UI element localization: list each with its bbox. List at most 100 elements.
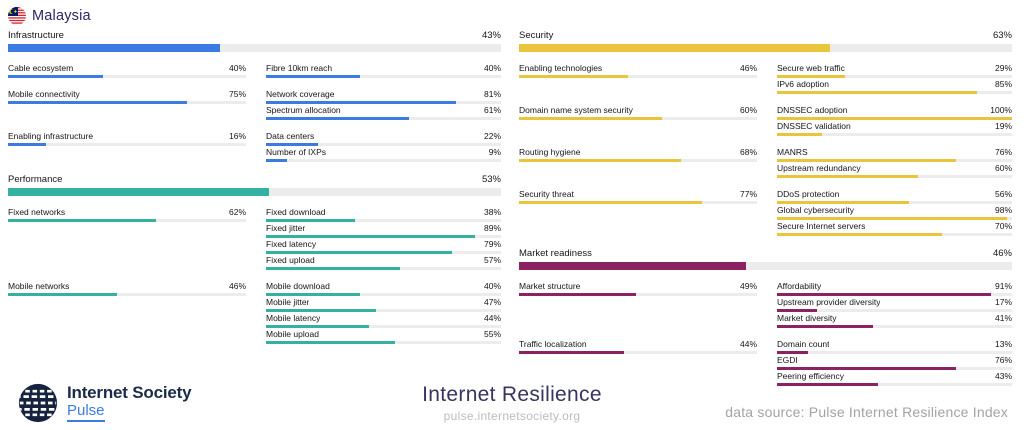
sub-metric: Network coverage 81% xyxy=(266,90,501,104)
section-security: Security 63% Enabling technologies 46% Secur… xyxy=(519,30,1012,238)
metric-label: Fixed latency xyxy=(266,240,317,249)
pillar-cell: Cable ecosystem 40% xyxy=(8,64,246,80)
pillar-metric: Market structure 49% xyxy=(519,282,757,296)
pillar-cell: Routing hygiene 68% xyxy=(519,148,757,180)
metric-value: 47% xyxy=(483,297,501,307)
metric-bar-track xyxy=(266,251,501,254)
metric-label: Global cybersecurity xyxy=(777,206,855,215)
pillar-group: Traffic localization 44% Domain count 13% EG… xyxy=(519,340,1012,388)
metric-bar-track xyxy=(777,293,1012,296)
metric-bar-fill xyxy=(266,159,288,162)
sub-metric: DNSSEC adoption 100% xyxy=(777,106,1012,120)
metric-bar-track xyxy=(266,325,501,328)
metric-bar-fill xyxy=(777,91,977,94)
metric-bar-fill xyxy=(777,233,942,236)
section-value: 46% xyxy=(992,248,1012,259)
sub-metric: Spectrum allocation 61% xyxy=(266,106,501,120)
sub-metrics-cell: Mobile download 40% Mobile jitter 47% Mobile… xyxy=(266,282,501,346)
metric-bar-fill xyxy=(266,75,360,78)
metric-value: 56% xyxy=(994,189,1012,199)
internet-society-logo[interactable]: Internet Society Pulse xyxy=(18,383,192,423)
section-infrastructure: Infrastructure 43% Cable ecosystem 40% Fibre… xyxy=(8,30,501,164)
section-header: Infrastructure 43% xyxy=(8,30,501,42)
metric-label: Market diversity xyxy=(777,314,837,323)
metric-bar-fill xyxy=(777,117,1012,120)
pillar-cell: Domain name system security 60% xyxy=(519,106,757,138)
sub-metric: Mobile upload 55% xyxy=(266,330,501,344)
dashboard-grid: Infrastructure 43% Cable ecosystem 40% Fibre… xyxy=(8,30,1012,398)
metric-value: 40% xyxy=(483,281,501,291)
metric-label: MANRS xyxy=(777,148,808,157)
logo-product-pulse[interactable]: Pulse xyxy=(67,403,105,422)
metric-value: 16% xyxy=(228,131,246,141)
metric-value: 46% xyxy=(739,63,757,73)
metric-bar-track xyxy=(266,159,501,162)
sub-metrics-cell: DNSSEC adoption 100% DNSSEC validation 19% xyxy=(777,106,1012,138)
metric-value: 44% xyxy=(739,339,757,349)
metric-bar-track xyxy=(8,75,246,78)
sub-metric: Mobile latency 44% xyxy=(266,314,501,328)
section-header: Performance 53% xyxy=(8,174,501,186)
metric-label: Cable ecosystem xyxy=(8,64,74,73)
metric-bar-track xyxy=(519,293,757,296)
metric-bar-track xyxy=(8,219,246,222)
pillar-metric: Security threat 77% xyxy=(519,190,757,204)
metric-bar-fill xyxy=(266,309,377,312)
metric-value: 81% xyxy=(483,89,501,99)
metric-bar-track xyxy=(777,351,1012,354)
metric-value: 44% xyxy=(483,313,501,323)
metric-bar-fill xyxy=(519,351,624,354)
metric-bar-track xyxy=(266,267,501,270)
metric-value: 41% xyxy=(994,313,1012,323)
metric-value: 38% xyxy=(483,207,501,217)
metric-bar-fill xyxy=(777,159,956,162)
metric-value: 60% xyxy=(994,163,1012,173)
sub-metrics-cell: Domain count 13% EGDI 76% Peering efficiency… xyxy=(777,340,1012,388)
metric-bar-track xyxy=(519,159,757,162)
section-header: Security 63% xyxy=(519,30,1012,42)
metric-label: Network coverage xyxy=(266,90,335,99)
sub-metric: Upstream redundancy 60% xyxy=(777,164,1012,178)
metric-bar-fill xyxy=(266,219,356,222)
sub-metric: Upstream provider diversity 17% xyxy=(777,298,1012,312)
metric-bar-fill xyxy=(519,159,681,162)
metric-bar-fill xyxy=(519,293,636,296)
figure-url[interactable]: pulse.internetsociety.org xyxy=(443,409,581,423)
metric-value: 43% xyxy=(994,371,1012,381)
metric-bar-track xyxy=(519,351,757,354)
metric-value: 76% xyxy=(994,147,1012,157)
metric-label: Fixed jitter xyxy=(266,224,306,233)
sub-metric: Fibre 10km reach 40% xyxy=(266,64,501,78)
section-bar-fill xyxy=(519,262,746,270)
metric-bar-fill xyxy=(777,133,822,136)
pillar-metric: Enabling technologies 46% xyxy=(519,64,757,78)
sub-metric: IPv6 adoption 85% xyxy=(777,80,1012,94)
pillar-metric: Routing hygiene 68% xyxy=(519,148,757,162)
left-column: Infrastructure 43% Cable ecosystem 40% Fibre… xyxy=(8,30,501,398)
metric-bar-track xyxy=(266,309,501,312)
metric-label: Affordability xyxy=(777,282,822,291)
metric-bar-track xyxy=(266,341,501,344)
metric-label: DNSSEC adoption xyxy=(777,106,848,115)
metric-value: 61% xyxy=(483,105,501,115)
metric-label: Fixed download xyxy=(266,208,326,217)
metric-bar-track xyxy=(777,233,1012,236)
section-title: Market readiness xyxy=(519,248,592,259)
metric-bar-fill xyxy=(777,75,846,78)
pillar-cell: Security threat 77% xyxy=(519,190,757,238)
metric-bar-track xyxy=(777,383,1012,386)
metric-bar-track xyxy=(266,293,501,296)
metric-label: EGDI xyxy=(777,356,798,365)
pillar-group: Domain name system security 60% DNSSEC ado… xyxy=(519,106,1012,138)
metric-bar-track xyxy=(266,117,501,120)
sub-metric: DDoS protection 56% xyxy=(777,190,1012,204)
pillar-cell: Mobile connectivity 75% xyxy=(8,90,246,122)
metric-bar-fill xyxy=(8,143,47,146)
metric-bar-fill xyxy=(266,101,457,104)
metric-label: Mobile download xyxy=(266,282,330,291)
metric-label: Data centers xyxy=(266,132,315,141)
metric-value: 19% xyxy=(994,121,1012,131)
metric-label: IPv6 adoption xyxy=(777,80,829,89)
pillar-group: Mobile connectivity 75% Network coverage 81… xyxy=(8,90,501,122)
metric-label: Enabling technologies xyxy=(519,64,603,73)
